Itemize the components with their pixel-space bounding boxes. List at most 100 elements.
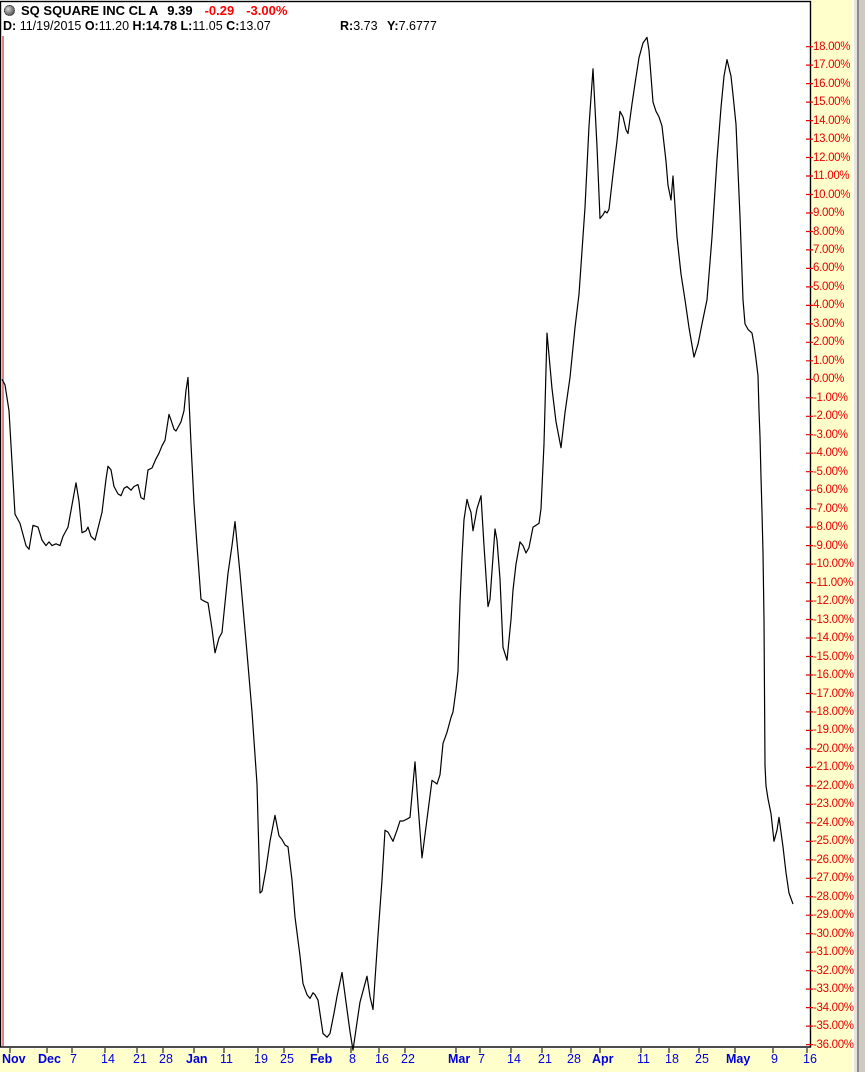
x-axis-tick-label: 18 [665, 1052, 679, 1066]
y-axis-tick-label: 13.00% [813, 133, 851, 146]
y-axis-tick-label: 5.00% [813, 280, 845, 293]
symbol-title: SQ SQUARE INC CL A [21, 2, 159, 18]
range-value: 3.73 [353, 19, 378, 33]
range-readout: R:3.73 [340, 19, 378, 33]
x-axis-tick-label: 28 [159, 1052, 173, 1066]
gear-icon[interactable] [4, 4, 15, 16]
y-axis-tick-label: -11.00% [813, 576, 853, 589]
y-axis-tick-label: 12.00% [813, 151, 851, 164]
y-axis-tick-label: -10.00% [813, 558, 854, 571]
y-axis-tick-label: -16.00% [813, 669, 854, 681]
y-axis-tick-label: 7.00% [813, 243, 845, 256]
x-axis-tick-label: 14 [101, 1052, 115, 1066]
y-axis-tick-label: 6.00% [813, 262, 845, 275]
x-axis-tick-label: Jan [186, 1052, 208, 1066]
low-value: 11.05 [192, 19, 223, 33]
open-value: 11.20 [98, 19, 130, 33]
y-axis-tick-label: 3.00% [813, 317, 845, 330]
y-axis-tick-label: 10.00% [813, 188, 851, 201]
y-axis-tick-label: -27.00% [813, 872, 854, 885]
y-axis-tick-label: -14.00% [813, 632, 854, 644]
price-line [1, 36, 794, 1051]
y-axis-tick-label: 17.00% [813, 59, 851, 72]
y-axis-tick-label: 16.00% [813, 77, 851, 90]
y-axis-tick-label: 9.00% [813, 207, 845, 219]
y-axis-tick-label: -17.00% [813, 687, 854, 700]
y-axis-tick-marks [806, 46, 813, 1046]
y-axis-tick-label: 15.00% [813, 96, 851, 109]
y-axis-tick-label: -19.00% [813, 724, 854, 737]
x-axis-tick-label: 22 [401, 1052, 415, 1066]
y-axis-tick-label: -33.00% [813, 983, 854, 996]
x-axis-tick-label: May [726, 1052, 751, 1066]
x-axis-tick-label: Dec [38, 1052, 61, 1066]
x-axis-tick-label: 8 [349, 1052, 356, 1066]
x-axis-tick-label: 28 [567, 1052, 581, 1066]
y-axis-tick-label: -5.00% [813, 465, 848, 478]
x-axis-tick-label: 19 [254, 1052, 268, 1066]
price-change: -0.29 [204, 2, 235, 18]
x-axis-tick-label: 21 [133, 1052, 147, 1066]
y-axis-tick-label: -29.00% [813, 909, 854, 922]
x-axis-tick-label: 16 [375, 1052, 389, 1066]
y-axis-tick-label: -30.00% [813, 927, 854, 940]
y-axis-tick-label: 11.00% [813, 170, 850, 182]
y-axis-tick-label: -13.00% [813, 613, 854, 626]
x-axis-tick-label: Nov [2, 1052, 26, 1066]
y-axis-tick-label: -21.00% [813, 761, 854, 774]
y-axis-tick-label: -7.00% [813, 502, 848, 515]
y-axis-tick-label: 18.00% [813, 40, 851, 53]
x-axis-tick-label: 21 [538, 1052, 552, 1066]
x-axis-tick-label: 16 [803, 1052, 817, 1066]
y-axis-tick-label: -2.00% [813, 410, 848, 423]
y-axis-tick-label: 8.00% [813, 225, 845, 238]
y-axis-tick-label: 0.00% [813, 373, 845, 386]
range-label: R: [340, 19, 354, 33]
y-axis-tick-label: -25.00% [813, 835, 854, 848]
last-price: 9.39 [167, 2, 193, 18]
date-value: 11/19/2015 [19, 19, 82, 33]
symbol-header: SQ SQUARE INC CL A 9.39 -0.29 -3.00% [4, 2, 287, 18]
y-axis-tick-label: -23.00% [813, 798, 854, 811]
close-label: C: [226, 19, 240, 33]
y-axis-tick-label: -6.00% [813, 484, 848, 497]
close-value: 13.07 [239, 19, 271, 33]
price-axis[interactable] [812, 0, 852, 1072]
price-change-pct: -3.00% [246, 2, 288, 18]
low-label: L: [180, 19, 193, 33]
y-axis-tick-label: 2.00% [813, 336, 845, 349]
y-axis-tick-label: -18.00% [813, 705, 854, 718]
y-axis-tick-label: -28.00% [813, 890, 854, 903]
y-axis-tick-label: -3.00% [813, 428, 848, 441]
date-axis[interactable] [0, 1049, 812, 1072]
y-axis-tick-label: -26.00% [813, 853, 854, 866]
x-axis-tick-label: 25 [280, 1052, 294, 1066]
x-axis-tick-label: 11 [220, 1052, 233, 1066]
x-axis-tick-label: 7 [70, 1052, 77, 1066]
plot-frame [0, 0, 812, 1048]
x-axis-tick-label: Apr [592, 1052, 614, 1066]
y-axis-tick-label: -15.00% [813, 650, 854, 663]
y-axis-tick-label: -12.00% [813, 595, 854, 608]
x-axis-tick-marks [9, 1048, 808, 1053]
y-axis-tick-label: -4.00% [813, 447, 848, 460]
y-axis-tick-label: -1.00% [813, 391, 848, 404]
y-axis-tick-label: -24.00% [813, 816, 854, 829]
y-axis-tick-label: -32.00% [813, 964, 854, 977]
y-axis-tick-label: -34.00% [813, 1001, 854, 1014]
y-axis-tick-label: -22.00% [813, 779, 854, 792]
y-axis-tick-label: -36.00% [813, 1038, 854, 1051]
y-axis-tick-label: -35.00% [813, 1020, 854, 1033]
high-value: 14.78 [145, 19, 178, 33]
yield-readout: Y:7.6777 [387, 19, 437, 33]
yield-value: 7.6777 [398, 19, 437, 33]
y-axis-tick-label: -31.00% [813, 946, 854, 959]
y-axis-tick-label: -20.00% [813, 742, 854, 755]
x-axis-tick-label: Feb [310, 1052, 333, 1066]
open-label: O: [84, 19, 99, 33]
ohlc-readout: D: 11/19/2015 O:11.20 H:14.78 L:11.05 C:… [3, 19, 271, 33]
x-axis-tick-label: 25 [695, 1052, 709, 1066]
y-axis-tick-label: -9.00% [813, 539, 848, 552]
